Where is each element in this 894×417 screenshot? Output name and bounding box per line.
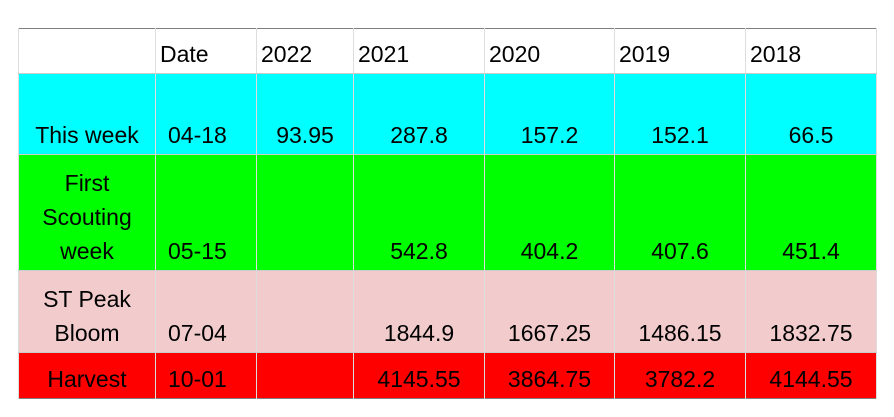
cell: 2019 xyxy=(614,28,746,74)
data-row: ST Peak Bloom 07-04 1844.9 1667.25 1486.15 18… xyxy=(18,270,877,353)
cell: 1832.75 xyxy=(745,270,877,353)
table-body: Date 2022 2021 2020 2019 2018 This week 04-18 93… xyxy=(18,28,877,399)
data-row: This week 04-18 93.95 287.8 157.2 152.1 66.5 xyxy=(18,73,877,155)
cell: Harvest xyxy=(18,352,156,399)
cell: First Scouting week xyxy=(18,154,156,271)
header-row: Date 2022 2021 2020 2019 2018 xyxy=(18,28,877,74)
cell: 1486.15 xyxy=(614,270,746,353)
cell: 4145.55 xyxy=(353,352,485,399)
cell: 404.2 xyxy=(484,154,615,271)
cell: Date xyxy=(155,28,257,74)
cell: 3864.75 xyxy=(484,352,615,399)
cell: 2020 xyxy=(484,28,615,74)
cell: 287.8 xyxy=(353,73,485,155)
cell: 66.5 xyxy=(745,73,877,155)
cell: 542.8 xyxy=(353,154,485,271)
cell: 4144.55 xyxy=(745,352,877,399)
cell: 2021 xyxy=(353,28,485,74)
cell: 3782.2 xyxy=(614,352,746,399)
cell xyxy=(256,154,354,271)
cell: 407.6 xyxy=(614,154,746,271)
cell xyxy=(18,28,156,74)
cell: 93.95 xyxy=(256,73,354,155)
cell: 2022 xyxy=(256,28,354,74)
cell: 2018 xyxy=(745,28,877,74)
cell xyxy=(256,270,354,353)
data-row: First Scouting week 05-15 542.8 404.2 407.6 4… xyxy=(18,154,877,271)
data-row: Harvest 10-01 4145.55 3864.75 3782.2 4144.55 xyxy=(18,352,877,399)
cell: ST Peak Bloom xyxy=(18,270,156,353)
cell: 1844.9 xyxy=(353,270,485,353)
cell: 04-18 xyxy=(155,73,257,155)
cell: 10-01 xyxy=(155,352,257,399)
data-table: Date 2022 2021 2020 2019 2018 This week 04-18 93… xyxy=(18,28,877,399)
cell: 1667.25 xyxy=(484,270,615,353)
cell: 157.2 xyxy=(484,73,615,155)
cell: 152.1 xyxy=(614,73,746,155)
cell: 05-15 xyxy=(155,154,257,271)
cell: 07-04 xyxy=(155,270,257,353)
cell: 451.4 xyxy=(745,154,877,271)
cell xyxy=(256,352,354,399)
cell: This week xyxy=(18,73,156,155)
